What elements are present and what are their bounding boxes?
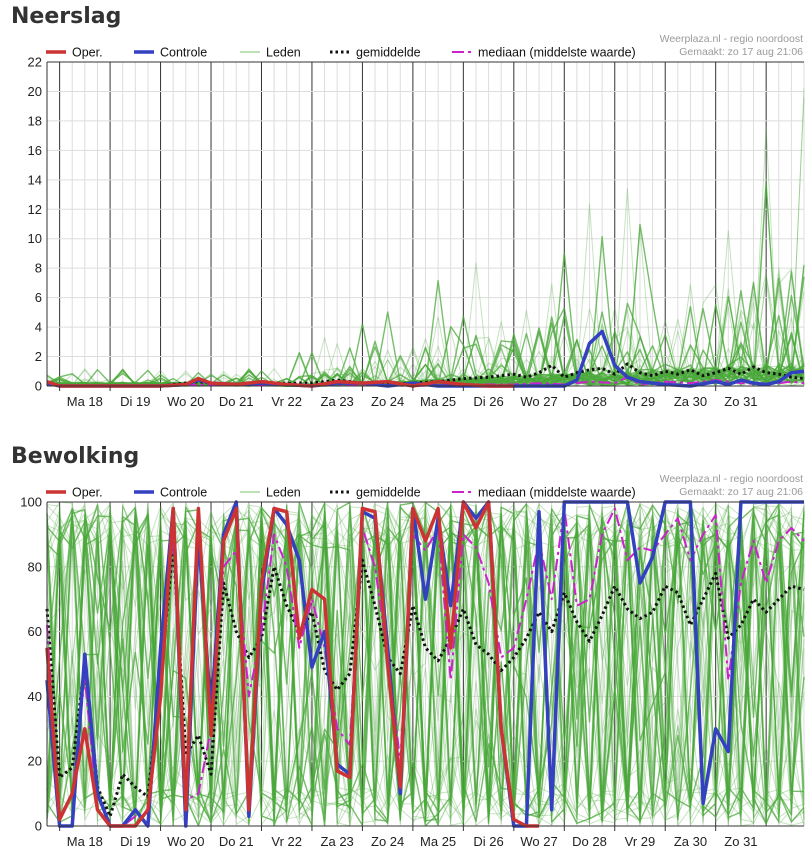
member-line — [46, 501, 805, 824]
y-tick-label: 8 — [35, 261, 42, 276]
legend-label: Controle — [160, 486, 207, 500]
source-label: Weerplaza.nl - regio noordoost — [660, 33, 803, 45]
legend-leden: Leden — [240, 486, 301, 500]
member-line — [46, 502, 805, 826]
member-line — [46, 501, 805, 826]
member-line — [46, 277, 805, 387]
legend-mediaan: mediaan (middelste waarde) — [452, 46, 636, 60]
legend-label: gemiddelde — [356, 46, 421, 60]
x-tick-label: Di 19 — [120, 834, 150, 849]
y-tick-label: 16 — [28, 143, 42, 158]
legend-label: mediaan (middelste waarde) — [478, 46, 636, 60]
y-tick-label: 4 — [35, 320, 42, 335]
member-line — [46, 506, 805, 823]
y-tick-label: 100 — [20, 495, 42, 510]
legend-label: gemiddelde — [356, 486, 421, 500]
x-tick-label: Za 23 — [321, 394, 354, 409]
x-tick-label: Wo 27 — [520, 834, 557, 849]
x-tick-label: Di 19 — [120, 394, 150, 409]
panel-title: Bewolking — [11, 444, 140, 469]
x-tick-label: Di 26 — [473, 394, 503, 409]
x-tick-label: Vr 29 — [625, 834, 656, 849]
precipitation-chart: 0 2 4 6 8 10 12 14 16 18 20 22 Ma 18 Di 19 Wo 20 Do 21 V… — [28, 33, 805, 409]
y-tick-label: 20 — [28, 754, 42, 769]
x-tick-label: Zo 31 — [724, 394, 757, 409]
legend-controle: Controle — [134, 486, 207, 500]
legend-gemiddelde: gemiddelde — [330, 486, 421, 500]
y-tick-label: 0 — [35, 379, 42, 394]
y-tick-label: 80 — [28, 559, 42, 574]
y-tick-label: 22 — [28, 55, 42, 70]
x-tick-label: Ma 18 — [67, 834, 103, 849]
made-label: Gemaakt: zo 17 aug 21:06 — [679, 46, 803, 58]
legend: Oper. Controle Leden gemiddelde mediaan (mid… — [46, 486, 636, 500]
x-tick-label: Ma 25 — [420, 394, 456, 409]
median-line — [46, 507, 805, 827]
mean-line — [46, 362, 805, 388]
legend-label: mediaan (middelste waarde) — [478, 486, 636, 500]
legend-controle: Controle — [134, 46, 207, 60]
x-tick-label: Di 26 — [473, 834, 503, 849]
made-label: Gemaakt: zo 17 aug 21:06 — [679, 486, 803, 498]
y-tick-label: 0 — [35, 819, 42, 834]
x-tick-label: Za 30 — [674, 834, 707, 849]
y-tick-label: 10 — [28, 231, 42, 246]
legend-mediaan: mediaan (middelste waarde) — [452, 486, 636, 500]
y-tick-label: 18 — [28, 113, 42, 128]
y-tick-label: 6 — [35, 290, 42, 305]
legend-oper: Oper. — [46, 486, 103, 500]
y-tick-label: 14 — [28, 172, 42, 187]
legend-leden: Leden — [240, 46, 301, 60]
legend: Oper. Controle Leden gemiddelde mediaan (mid… — [46, 46, 636, 60]
x-tick-label: Vr 22 — [271, 394, 302, 409]
x-tick-label: Do 28 — [572, 834, 607, 849]
member-line — [46, 501, 805, 826]
x-tick-label: Ma 25 — [420, 834, 456, 849]
x-tick-label: Zo 24 — [371, 394, 404, 409]
x-tick-label: Wo 20 — [167, 834, 204, 849]
legend-oper: Oper. — [46, 46, 103, 60]
source-label: Weerplaza.nl - regio noordoost — [660, 473, 803, 485]
member-line — [46, 501, 805, 823]
x-tick-label: Do 28 — [572, 394, 607, 409]
legend-label: Controle — [160, 46, 207, 60]
legend-label: Oper. — [72, 46, 103, 60]
x-tick-label: Ma 18 — [67, 394, 103, 409]
panel-title: Neerslag — [11, 4, 122, 29]
x-tick-label: Do 21 — [219, 834, 254, 849]
member-line — [46, 501, 805, 825]
y-tick-label: 12 — [28, 202, 42, 217]
member-line — [46, 501, 805, 825]
grid — [46, 61, 805, 387]
x-tick-label: Vr 29 — [625, 394, 656, 409]
member-line — [46, 501, 805, 825]
x-tick-label: Zo 31 — [724, 834, 757, 849]
x-tick-label: Wo 27 — [520, 394, 557, 409]
legend-label: Oper. — [72, 486, 103, 500]
legend-label: Leden — [266, 46, 301, 60]
cloud-cover-chart: 0 20 40 60 80 100 Ma 18 Di 19 Wo 20 Do 21 Vr 22 Za … — [20, 473, 805, 849]
precipitation-panel: Neerslag 0 2 4 6 8 10 12 14 16 18 20 22 Ma 18 Di 19 Wo… — [0, 0, 810, 420]
y-tick-label: 60 — [28, 624, 42, 639]
x-tick-label: Za 23 — [321, 834, 354, 849]
y-tick-label: 2 — [35, 349, 42, 364]
x-tick-label: Do 21 — [219, 394, 254, 409]
x-tick-label: Za 30 — [674, 394, 707, 409]
x-tick-label: Zo 24 — [371, 834, 404, 849]
y-tick-label: 40 — [28, 689, 42, 704]
legend-label: Leden — [266, 486, 301, 500]
y-tick-label: 20 — [28, 84, 42, 99]
x-tick-label: Wo 20 — [167, 394, 204, 409]
cloud-cover-panel: Bewolking 0 20 40 60 80 100 Ma 18 Di 19 Wo 20 Do … — [0, 440, 810, 860]
member-line — [46, 502, 805, 825]
x-tick-label: Vr 22 — [271, 834, 302, 849]
median-line — [46, 376, 805, 387]
legend-gemiddelde: gemiddelde — [330, 46, 421, 60]
